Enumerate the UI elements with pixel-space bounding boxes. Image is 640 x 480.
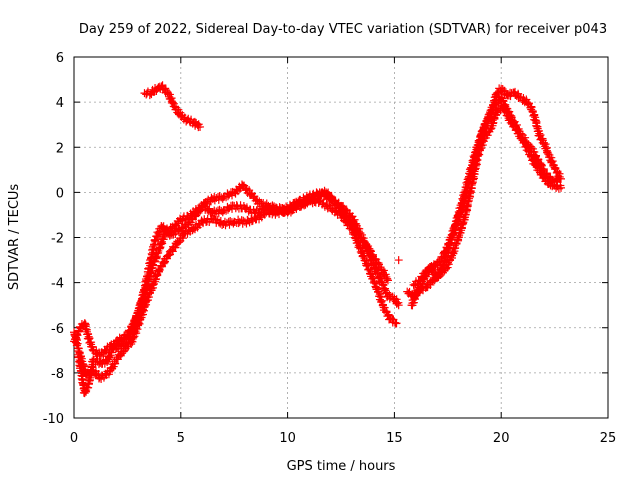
data-point-interp bbox=[111, 359, 120, 368]
data-point bbox=[557, 174, 566, 183]
grid bbox=[74, 57, 608, 418]
data-point-interp bbox=[410, 295, 419, 304]
x-tick-label: 25 bbox=[600, 431, 617, 446]
data-point-interp bbox=[553, 168, 562, 177]
data-point-interp bbox=[224, 205, 233, 214]
data-point bbox=[394, 256, 403, 265]
series-branch-c bbox=[70, 180, 392, 361]
y-tick-label: 2 bbox=[56, 141, 64, 156]
data-point-interp bbox=[164, 251, 173, 260]
data-point-interp bbox=[191, 212, 200, 221]
data-point-interp bbox=[450, 226, 459, 235]
data-point-interp bbox=[444, 240, 453, 249]
data-point-interp bbox=[532, 119, 541, 128]
data-point-interp bbox=[443, 244, 452, 253]
data-point bbox=[557, 183, 566, 192]
y-tick-label: -6 bbox=[51, 322, 64, 337]
data-point bbox=[392, 319, 401, 328]
data-point-interp bbox=[516, 129, 525, 138]
data-point bbox=[240, 204, 249, 213]
data-point-interp bbox=[457, 223, 466, 232]
data-markers bbox=[70, 81, 566, 398]
data-point-interp bbox=[268, 201, 277, 210]
data-point-interp bbox=[379, 281, 388, 290]
y-tick-label: -4 bbox=[51, 277, 64, 292]
series-isolated bbox=[394, 256, 403, 265]
data-point-interp bbox=[104, 370, 113, 379]
data-point-interp bbox=[149, 245, 158, 254]
data-point-interp bbox=[149, 241, 158, 250]
data-point-interp bbox=[366, 247, 375, 256]
data-point-interp bbox=[370, 278, 379, 287]
data-point-interp bbox=[218, 194, 227, 203]
y-tick-label: 0 bbox=[56, 186, 64, 201]
data-point-interp bbox=[380, 303, 389, 312]
data-point-interp bbox=[174, 238, 183, 247]
x-tick-label: 5 bbox=[177, 431, 185, 446]
data-point-interp bbox=[151, 236, 160, 245]
y-tick-label: 6 bbox=[56, 51, 64, 66]
y-tick-label: -8 bbox=[51, 367, 64, 382]
y-tick-label: -2 bbox=[51, 232, 64, 247]
data-point-interp bbox=[73, 331, 82, 340]
data-point-interp bbox=[153, 271, 162, 280]
data-point bbox=[196, 122, 205, 131]
chart-title: Day 259 of 2022, Sidereal Day-to-day VTE… bbox=[79, 22, 607, 37]
y-tick-label: -10 bbox=[43, 412, 64, 427]
data-point-interp bbox=[261, 201, 270, 210]
data-point-interp bbox=[377, 296, 386, 305]
y-tick-label: 4 bbox=[56, 96, 64, 111]
series-short-arc bbox=[140, 81, 205, 132]
data-point-interp bbox=[127, 328, 136, 337]
x-tick-label: 15 bbox=[386, 431, 403, 446]
x-tick-label: 20 bbox=[493, 431, 510, 446]
data-point-interp bbox=[483, 117, 492, 126]
data-point-interp bbox=[168, 98, 177, 107]
data-point-interp bbox=[152, 274, 161, 283]
data-point-interp bbox=[346, 216, 355, 225]
ticks: 0 5 10 15 20 25 -10 -8 -6 -4 -2 0 2 4 6 bbox=[43, 51, 617, 446]
data-point-interp bbox=[456, 203, 465, 212]
data-point-interp bbox=[154, 249, 163, 258]
data-point-interp bbox=[542, 146, 551, 155]
data-point-interp bbox=[354, 229, 363, 238]
x-axis-label: GPS time / hours bbox=[287, 459, 396, 474]
data-point-interp bbox=[336, 203, 345, 212]
data-point-interp bbox=[488, 105, 497, 114]
y-axis-label: SDTVAR / TECUs bbox=[7, 184, 22, 291]
data-point-interp bbox=[499, 97, 508, 106]
data-point-interp bbox=[383, 274, 392, 283]
data-point-interp bbox=[147, 254, 156, 263]
data-point-interp bbox=[483, 131, 492, 140]
data-point-interp bbox=[539, 164, 548, 173]
data-point-interp bbox=[368, 250, 377, 259]
data-point-interp bbox=[463, 177, 472, 186]
data-point-interp bbox=[224, 192, 233, 201]
x-tick-label: 0 bbox=[70, 431, 78, 446]
data-point-interp bbox=[198, 203, 207, 212]
data-point bbox=[394, 301, 403, 310]
data-point-interp bbox=[528, 106, 537, 115]
data-point-interp bbox=[530, 148, 539, 157]
x-tick-label: 10 bbox=[279, 431, 296, 446]
data-point-interp bbox=[382, 272, 391, 281]
data-point-interp bbox=[390, 318, 399, 327]
series-rise-c bbox=[409, 84, 566, 290]
data-point-interp bbox=[527, 103, 536, 112]
data-point-interp bbox=[218, 208, 227, 217]
data-point bbox=[383, 276, 392, 285]
data-point-interp bbox=[500, 86, 509, 95]
data-point-interp bbox=[475, 136, 484, 145]
data-point bbox=[486, 125, 495, 134]
data-point-interp bbox=[145, 91, 154, 100]
